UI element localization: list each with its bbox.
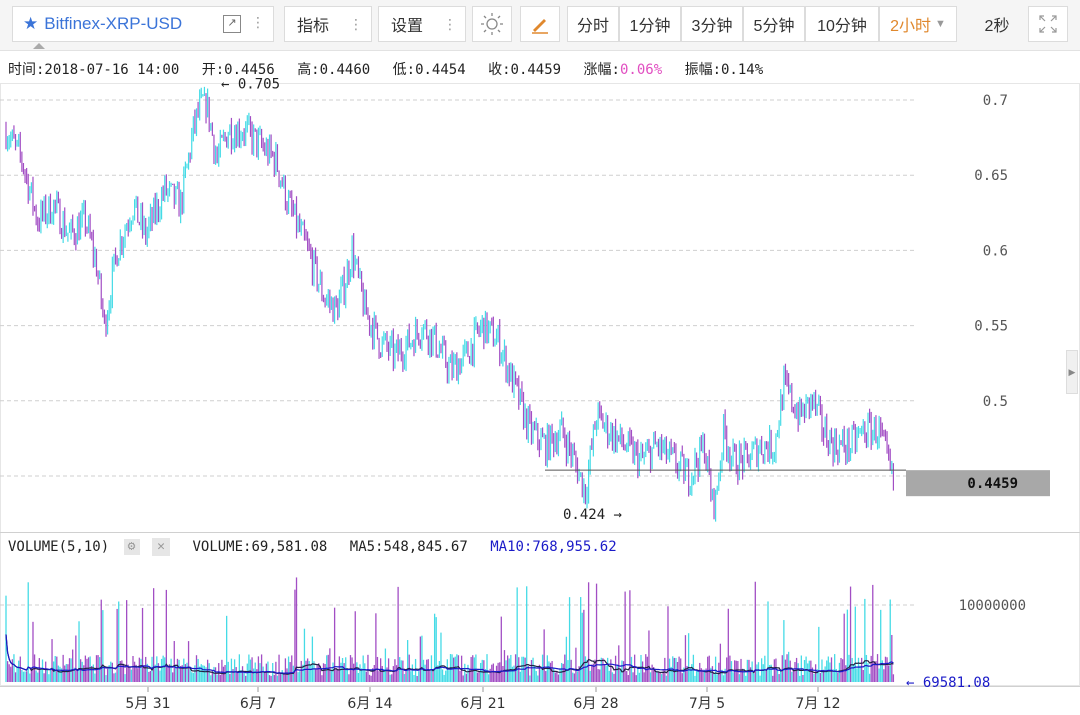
gear-icon[interactable]: ⚙ [123, 539, 140, 555]
period-label: 10分钟 [817, 18, 867, 35]
indicators-label: 指标 [297, 18, 330, 35]
time-tick-label: 7月 12 [795, 696, 840, 712]
period-label: 2小时 [890, 18, 931, 35]
period-tab-3[interactable]: 3分钟 [681, 6, 743, 42]
price-tick-label: 0.7 [983, 93, 1008, 109]
volume-info: VOLUME(5,10) ⚙ ✕ VOLUME:69,581.08 MA5:54… [8, 538, 617, 556]
time-tick-label: 6月 21 [460, 696, 505, 712]
more-icon[interactable]: ⋮ [251, 14, 265, 30]
settings-label: 设置 [391, 18, 424, 35]
sun-icon [481, 13, 503, 35]
price-tick-label: 0.65 [974, 168, 1008, 184]
more-icon[interactable]: ⋮ [349, 15, 363, 32]
symbol-selector[interactable]: ★ Bitfinex-XRP-USD ↗ ⋮ [12, 6, 274, 42]
price-tick-label: 0.55 [974, 319, 1008, 335]
period-tab-1[interactable]: 分时 [567, 6, 619, 42]
external-link-icon[interactable]: ↗ [223, 15, 241, 33]
draw-button[interactable] [520, 6, 560, 42]
current-price-label: 0.4459 [967, 476, 1018, 492]
settings-button[interactable]: 设置 ⋮ [378, 6, 466, 42]
volume-value: VOLUME:69,581.08 [192, 539, 328, 555]
period-tab-2[interactable]: 1分钟 [619, 6, 681, 42]
fullscreen-icon [1039, 15, 1057, 33]
star-icon[interactable]: ★ [23, 14, 39, 33]
toolbar: ★ Bitfinex-XRP-USD ↗ ⋮ 指标 ⋮ 设置 ⋮ 分时 1分钟 … [0, 0, 1080, 51]
symbol-name: Bitfinex-XRP-USD [44, 14, 183, 33]
close-icon[interactable]: ✕ [152, 538, 171, 556]
refresh-interval[interactable]: 2秒 [984, 18, 1010, 35]
fullscreen-button[interactable] [1028, 6, 1068, 42]
time-tick-label: 5月 31 [125, 696, 170, 712]
time-tick-label: 6月 28 [573, 696, 618, 712]
period-label: 1分钟 [629, 18, 671, 35]
period-tab-5[interactable]: 10分钟 [805, 6, 879, 42]
pencil-icon [532, 19, 548, 34]
chevron-down-icon: ▼ [935, 18, 946, 30]
max-price-marker: ← 0.705 [221, 76, 280, 92]
volume-ma5: MA5:548,845.67 [349, 539, 468, 555]
volume-tick-label: 10000000 [959, 598, 1026, 614]
info-high: 高:0.4460 [297, 62, 371, 78]
period-tab-4[interactable]: 5分钟 [743, 6, 805, 42]
side-panel-toggle[interactable]: ▶ [1066, 350, 1078, 394]
period-label: 分时 [576, 18, 609, 35]
current-volume-label: ← 69581.08 [906, 675, 990, 691]
more-icon[interactable]: ⋮ [443, 15, 457, 32]
chart-frame [0, 83, 1080, 686]
period-label: 5分钟 [753, 18, 795, 35]
volume-indicator-title: VOLUME(5,10) [8, 539, 110, 555]
info-change-label: 涨幅: [583, 62, 620, 78]
ohlc-info: 时间:2018-07-16 14:00 开:0.4456 高:0.4460 低:… [8, 59, 777, 79]
time-tick-label: 7月 5 [689, 696, 725, 712]
info-open: 开:0.4456 [201, 62, 275, 78]
caret-up-icon [33, 43, 45, 49]
period-label: 3分钟 [691, 18, 733, 35]
volume-ma10-line [5, 634, 894, 674]
volume-ma10: MA10:768,955.62 [490, 539, 617, 555]
indicators-button[interactable]: 指标 ⋮ [284, 6, 372, 42]
info-low: 低:0.4454 [392, 62, 466, 78]
info-close: 收:0.4459 [488, 62, 562, 78]
theme-button[interactable] [472, 6, 512, 42]
price-tick-label: 0.6 [983, 243, 1008, 259]
info-change-value: 0.06% [619, 62, 663, 78]
time-tick-label: 6月 7 [240, 696, 276, 712]
info-amplitude: 振幅:0.14% [684, 62, 764, 78]
current-price-box [906, 470, 1050, 497]
time-tick-label: 6月 14 [347, 696, 392, 712]
period-tab-active[interactable]: 2小时 ▼ [879, 6, 957, 42]
price-tick-label: 0.5 [983, 394, 1008, 410]
info-time: 时间:2018-07-16 14:00 [8, 62, 180, 78]
min-price-marker: 0.424 → [563, 507, 622, 523]
